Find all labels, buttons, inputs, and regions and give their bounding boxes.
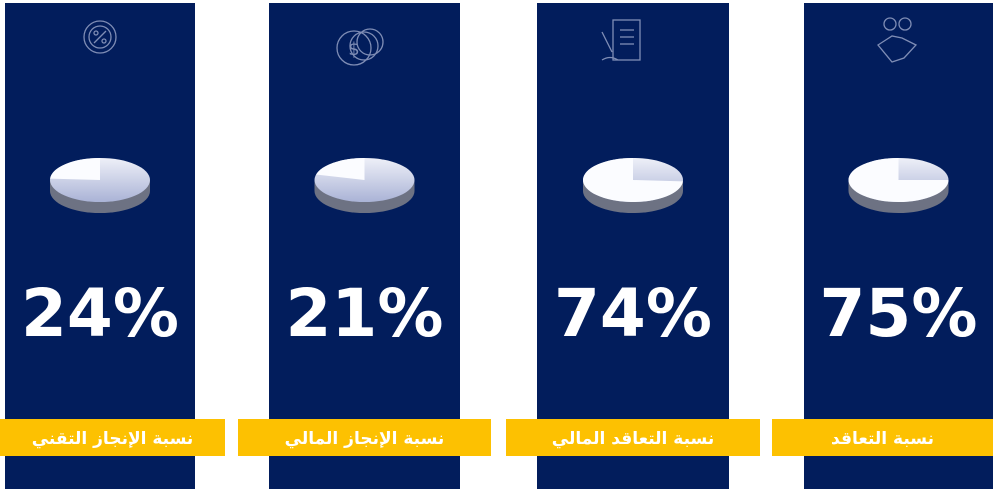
cards: 24% نسبة الإنجاز التقني 21% نسبة الإنجاز ال…: [0, 3, 993, 489]
label-bg: [506, 419, 760, 456]
card: [269, 3, 460, 489]
label-bg: [0, 419, 225, 456]
label-bg: [772, 419, 993, 456]
card: [5, 3, 195, 489]
label-bg: [238, 419, 491, 456]
icon-handshake: [877, 17, 918, 63]
pie-slice: [316, 158, 365, 180]
pie-slice: [582, 158, 683, 202]
icon-percent: [83, 20, 117, 54]
card: [537, 3, 729, 489]
percentage: 75%: [820, 275, 978, 352]
card-label: نسبة الإنجاز التقني: [32, 429, 194, 449]
percentage: 74%: [554, 275, 712, 352]
icon-coins: $: [336, 28, 384, 66]
percentage: 21%: [286, 275, 444, 352]
card-label: نسبة التعاقد: [831, 429, 934, 449]
icon-contract: [601, 19, 641, 61]
svg-text:$: $: [348, 39, 359, 60]
card-label: نسبة التعاقد المالي: [552, 429, 714, 449]
card: [804, 3, 993, 489]
pie-slice: [848, 158, 949, 202]
card-label: نسبة الإنجاز المالي: [285, 429, 445, 449]
percentage: 24%: [21, 275, 179, 352]
pie-slice: [50, 158, 100, 180]
